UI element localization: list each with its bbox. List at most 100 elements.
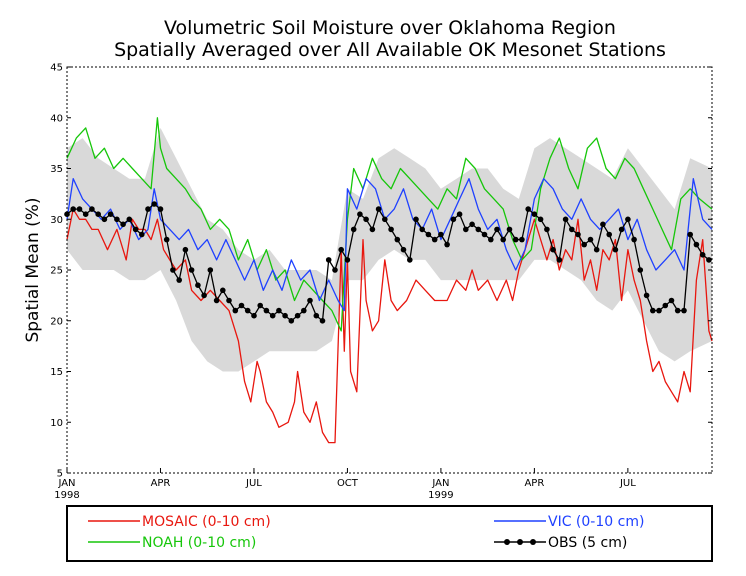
x-tick-year: 1998	[54, 490, 79, 501]
y-tick-label: 30	[50, 215, 63, 226]
obs-point	[313, 312, 320, 319]
obs-point	[145, 206, 151, 212]
obs-point	[232, 307, 239, 314]
obs-point	[226, 297, 232, 304]
obs-point	[463, 226, 469, 233]
obs-point	[500, 236, 507, 243]
obs-point	[662, 302, 669, 309]
obs-point	[244, 307, 251, 314]
obs-point	[687, 231, 693, 238]
y-tick-label: 35	[50, 164, 63, 175]
obs-point	[537, 216, 544, 223]
legend-label-noah: NOAH (0-10 cm)	[142, 535, 256, 551]
obs-point	[369, 226, 376, 233]
y-axis-label: Spatial Mean (%)	[23, 197, 43, 342]
legend-marker-obs	[530, 539, 536, 545]
obs-point	[132, 226, 139, 233]
obs-point	[64, 211, 70, 217]
obs-point	[674, 307, 681, 314]
obs-point	[332, 267, 338, 273]
obs-point	[581, 241, 587, 248]
obs-point	[699, 252, 706, 258]
obs-point	[76, 206, 83, 212]
obs-point	[693, 241, 700, 248]
obs-point	[220, 287, 226, 294]
obs-point	[350, 226, 357, 233]
obs-point	[195, 282, 201, 289]
obs-point	[207, 267, 214, 273]
x-tick-year: 1999	[428, 490, 453, 501]
series-line-0	[66, 208, 713, 444]
obs-point	[294, 312, 301, 319]
obs-point	[413, 216, 419, 223]
obs-point	[575, 231, 581, 238]
obs-point	[338, 246, 345, 253]
obs-point	[95, 211, 101, 217]
obs-point	[157, 206, 164, 212]
obs-point	[593, 246, 600, 253]
obs-point	[438, 231, 444, 238]
obs-point	[519, 236, 525, 243]
obs-point	[706, 257, 712, 263]
obs-point	[512, 236, 519, 243]
x-tick-label: OCT	[337, 478, 359, 489]
obs-point	[170, 267, 176, 273]
obs-point	[587, 236, 594, 243]
chart-subtitle: Spatially Averaged over All Available OK…	[114, 39, 666, 61]
y-tick-label: 10	[50, 418, 63, 429]
obs-point	[550, 246, 556, 253]
y-tick-label: 45	[50, 63, 63, 74]
obs-point	[544, 226, 550, 233]
y-tick-label: 5	[57, 469, 63, 480]
obs-point	[456, 211, 463, 217]
obs-point	[163, 236, 170, 243]
obs-point	[631, 236, 637, 243]
legend-label-mosaic: MOSAIC (0-10 cm)	[142, 514, 271, 530]
obs-point	[269, 312, 276, 319]
obs-point	[643, 292, 650, 299]
legend-marker-obs	[517, 539, 523, 545]
obs-point	[407, 257, 413, 263]
obs-point	[382, 216, 388, 223]
obs-point	[425, 231, 432, 238]
obs-point	[419, 226, 426, 233]
obs-point	[139, 231, 145, 238]
obs-point	[325, 257, 332, 263]
obs-point	[469, 221, 475, 228]
obs-point	[388, 226, 394, 233]
obs-point	[431, 236, 438, 243]
obs-point	[656, 307, 662, 314]
obs-point	[562, 216, 569, 223]
obs-point	[307, 297, 313, 304]
obs-point	[506, 226, 513, 233]
x-tick-label: APR	[151, 478, 171, 489]
obs-point	[363, 216, 369, 223]
y-tick-label: 20	[50, 316, 63, 327]
obs-point	[120, 221, 126, 228]
obs-point	[394, 236, 401, 243]
obs-point	[637, 267, 644, 273]
y-axis: 5 10 15 20 25 30 35 40 45	[50, 63, 712, 480]
obs-point	[201, 292, 207, 299]
obs-point	[238, 302, 245, 309]
series-line-2	[66, 178, 713, 312]
obs-point	[450, 216, 457, 223]
y-tick-label: 15	[50, 367, 63, 378]
legend-item-mosaic: MOSAIC (0-10 cm)	[88, 514, 271, 530]
obs-point	[556, 257, 563, 263]
x-tick-label: APR	[524, 478, 544, 489]
obs-point	[531, 211, 538, 217]
obs-point	[612, 246, 619, 253]
obs-point	[288, 318, 295, 324]
legend-item-obs: OBS (5 cm)	[494, 535, 627, 551]
legend-label-vic: VIC (0-10 cm)	[548, 514, 644, 530]
x-tick-label: JUL	[245, 478, 262, 489]
obs-point	[251, 312, 257, 319]
x-tick-label: JAN	[57, 478, 75, 489]
obs-point	[400, 246, 407, 253]
series-line-1	[66, 117, 713, 332]
obs-point	[188, 267, 195, 273]
obs-point	[213, 297, 220, 304]
obs-point	[481, 231, 488, 238]
